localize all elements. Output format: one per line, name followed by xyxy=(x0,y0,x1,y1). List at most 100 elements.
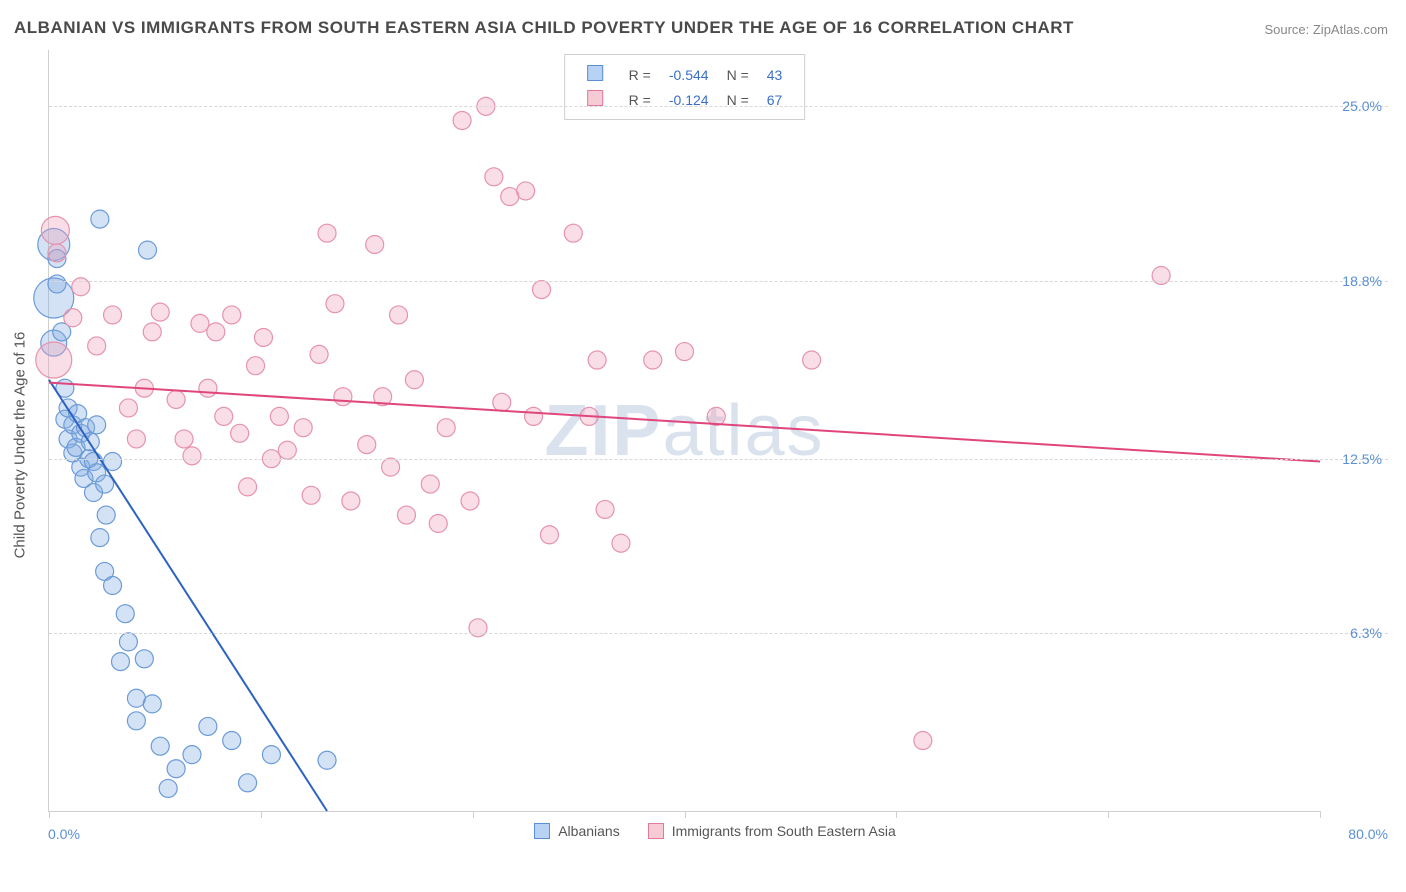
data-point xyxy=(493,393,511,411)
data-point xyxy=(116,605,134,623)
data-point xyxy=(318,224,336,242)
x-tick xyxy=(896,811,897,818)
data-point xyxy=(199,717,217,735)
data-point xyxy=(429,515,447,533)
data-point xyxy=(91,529,109,547)
data-point xyxy=(239,478,257,496)
data-point xyxy=(803,351,821,369)
data-point xyxy=(167,390,185,408)
trend-line xyxy=(49,383,1320,462)
stats-swatch xyxy=(587,90,603,106)
data-point xyxy=(183,447,201,465)
data-point xyxy=(88,337,106,355)
data-point xyxy=(151,737,169,755)
data-point xyxy=(104,306,122,324)
legend-item: Albanians xyxy=(534,823,620,839)
stats-legend: R =-0.544N =43R =-0.124N =67 xyxy=(564,54,806,120)
stats-r-label: R = xyxy=(621,63,659,86)
legend-swatch xyxy=(534,823,550,839)
x-tick xyxy=(473,811,474,818)
legend-item: Immigrants from South Eastern Asia xyxy=(648,823,896,839)
stats-r-value: -0.124 xyxy=(661,88,717,111)
data-point xyxy=(175,430,193,448)
data-point xyxy=(517,182,535,200)
stats-n-value: 67 xyxy=(759,88,791,111)
data-point xyxy=(159,779,177,797)
data-point xyxy=(318,751,336,769)
data-point xyxy=(48,275,66,293)
data-point xyxy=(143,695,161,713)
y-tick-label: 6.3% xyxy=(1350,625,1382,641)
data-point xyxy=(326,295,344,313)
data-point xyxy=(119,399,137,417)
gridline xyxy=(49,106,1388,107)
data-point xyxy=(183,746,201,764)
data-point xyxy=(262,746,280,764)
data-point xyxy=(334,388,352,406)
stats-n-value: 43 xyxy=(759,63,791,86)
data-point xyxy=(143,323,161,341)
data-point xyxy=(139,241,157,259)
data-point xyxy=(366,235,384,253)
data-point xyxy=(644,351,662,369)
data-point xyxy=(914,732,932,750)
data-point xyxy=(48,244,66,262)
data-point xyxy=(151,303,169,321)
data-point xyxy=(36,342,72,378)
y-tick-label: 18.8% xyxy=(1342,273,1382,289)
gridline xyxy=(49,281,1388,282)
data-point xyxy=(223,732,241,750)
legend-label: Immigrants from South Eastern Asia xyxy=(672,823,896,839)
x-tick xyxy=(685,811,686,818)
data-point xyxy=(540,526,558,544)
data-point xyxy=(127,712,145,730)
data-point xyxy=(310,345,328,363)
data-point xyxy=(453,111,471,129)
data-point xyxy=(437,419,455,437)
data-point xyxy=(239,774,257,792)
data-point xyxy=(358,436,376,454)
data-point xyxy=(91,210,109,228)
data-point xyxy=(588,351,606,369)
data-point xyxy=(127,430,145,448)
x-tick xyxy=(261,811,262,818)
data-point xyxy=(97,506,115,524)
data-point xyxy=(405,371,423,389)
gridline xyxy=(49,459,1388,460)
data-point xyxy=(390,306,408,324)
data-point xyxy=(676,343,694,361)
plot-region: Child Poverty Under the Age of 16 ZIPatl… xyxy=(42,50,1388,840)
y-tick-label: 12.5% xyxy=(1342,451,1382,467)
data-point xyxy=(278,441,296,459)
data-point xyxy=(104,577,122,595)
data-point xyxy=(254,328,272,346)
data-point xyxy=(501,188,519,206)
legend-label: Albanians xyxy=(558,823,620,839)
y-tick-label: 25.0% xyxy=(1342,98,1382,114)
x-tick xyxy=(1320,811,1321,818)
data-point xyxy=(294,419,312,437)
data-point xyxy=(342,492,360,510)
data-point xyxy=(397,506,415,524)
stats-row: R =-0.544N =43 xyxy=(579,63,791,86)
chart-title: ALBANIAN VS IMMIGRANTS FROM SOUTH EASTER… xyxy=(14,18,1074,38)
x-tick xyxy=(49,811,50,818)
data-point xyxy=(135,650,153,668)
source-label: Source: ZipAtlas.com xyxy=(1264,22,1388,37)
data-point xyxy=(302,486,320,504)
data-point xyxy=(111,653,129,671)
data-point xyxy=(96,475,114,493)
data-point xyxy=(223,306,241,324)
stats-row: R =-0.124N =67 xyxy=(579,88,791,111)
y-axis-label: Child Poverty Under the Age of 16 xyxy=(12,332,29,559)
data-point xyxy=(382,458,400,476)
data-point xyxy=(533,281,551,299)
data-point xyxy=(167,760,185,778)
stats-n-label: N = xyxy=(719,88,757,111)
data-point xyxy=(485,168,503,186)
data-point xyxy=(64,309,82,327)
plot-area: ZIPatlas R =-0.544N =43R =-0.124N =67 6.… xyxy=(48,50,1320,812)
data-point xyxy=(88,416,106,434)
x-tick xyxy=(1108,811,1109,818)
stats-r-value: -0.544 xyxy=(661,63,717,86)
